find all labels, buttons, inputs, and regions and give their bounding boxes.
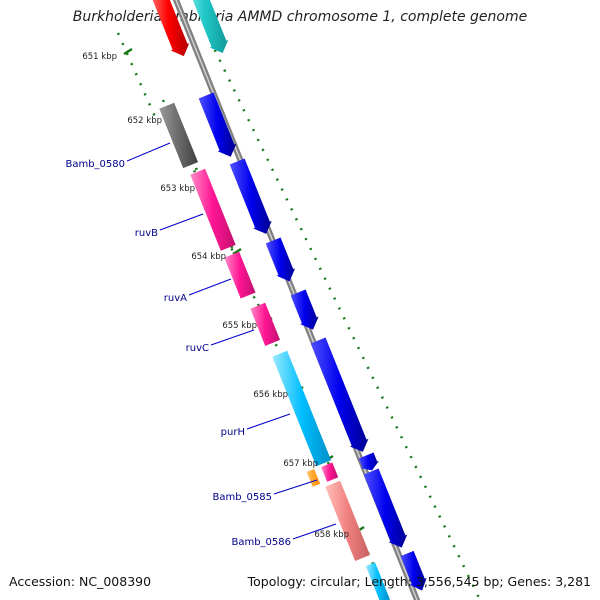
gc-dotted-line-outer xyxy=(208,39,482,600)
top-red-feature xyxy=(152,0,190,57)
gene-bar-2 xyxy=(224,251,256,299)
gene-leader-line xyxy=(210,329,255,346)
tick-dash xyxy=(123,47,133,56)
accession-text: Accession: NC_008390 xyxy=(9,574,152,589)
tick-label: 653 kbp xyxy=(160,184,195,194)
tick-dotted-segment xyxy=(161,99,203,187)
bottom-blue-feature xyxy=(400,550,427,591)
tick-label: 657 kbp xyxy=(283,459,318,469)
gene-bar-1 xyxy=(190,168,236,251)
gene-labels: Bamb_0580 ruvB ruvA ruvC purH Bamb_0585 Bamb_0… xyxy=(65,142,337,548)
gene-label: Bamb_0586 xyxy=(231,537,291,548)
gene-features xyxy=(152,0,427,600)
gene-leader-line xyxy=(246,413,291,430)
gene-label: purH xyxy=(221,427,245,438)
gene-leader-line xyxy=(273,479,318,495)
gene-label: ruvB xyxy=(135,228,158,239)
forward-cds-arrow-6 xyxy=(363,468,408,548)
gene-bar-6 xyxy=(325,480,370,561)
gene-bar-3 xyxy=(250,302,281,346)
forward-cds-arrow-2 xyxy=(265,237,296,282)
gene-label: Bamb_0580 xyxy=(65,159,125,170)
bottom-cyan-feature xyxy=(365,562,390,600)
forward-cds-arrow-1 xyxy=(229,158,272,234)
top-teal-feature xyxy=(192,0,229,54)
tick-labels: 651 kbp 652 kbp 653 kbp 654 kbp 655 kbp 656 k… xyxy=(82,52,349,540)
gene-label: ruvA xyxy=(164,293,187,304)
forward-cds-arrow-4 xyxy=(310,337,369,452)
tick-dash xyxy=(232,247,242,256)
gene-leader-line xyxy=(188,278,232,296)
tick-label: 652 kbp xyxy=(127,116,162,126)
forward-cds-arrow-3 xyxy=(290,289,319,330)
gene-bar-4 xyxy=(272,350,332,467)
topology-text: Topology: circular; Length: 3,556,545 bp… xyxy=(247,574,591,589)
tick-label: 654 kbp xyxy=(191,252,226,262)
gene-bar-5 xyxy=(321,462,339,482)
tick-label: 651 kbp xyxy=(82,52,117,62)
gene-label: ruvC xyxy=(186,343,209,354)
gene-leader-line xyxy=(292,523,337,540)
gene-leader-line xyxy=(159,213,204,231)
gene-leader-line xyxy=(126,142,171,162)
forward-cds-arrow-5 xyxy=(358,452,379,471)
tick-label: 658 kbp xyxy=(314,530,349,540)
forward-cds-arrow-0 xyxy=(198,92,237,157)
tick-label: 656 kbp xyxy=(253,390,288,400)
orange-feature xyxy=(306,468,321,487)
gene-label: Bamb_0585 xyxy=(212,492,272,503)
tick-label: 655 kbp xyxy=(222,321,257,331)
tick-dotted-segment xyxy=(116,32,158,120)
gene-bar-0 xyxy=(159,102,198,169)
